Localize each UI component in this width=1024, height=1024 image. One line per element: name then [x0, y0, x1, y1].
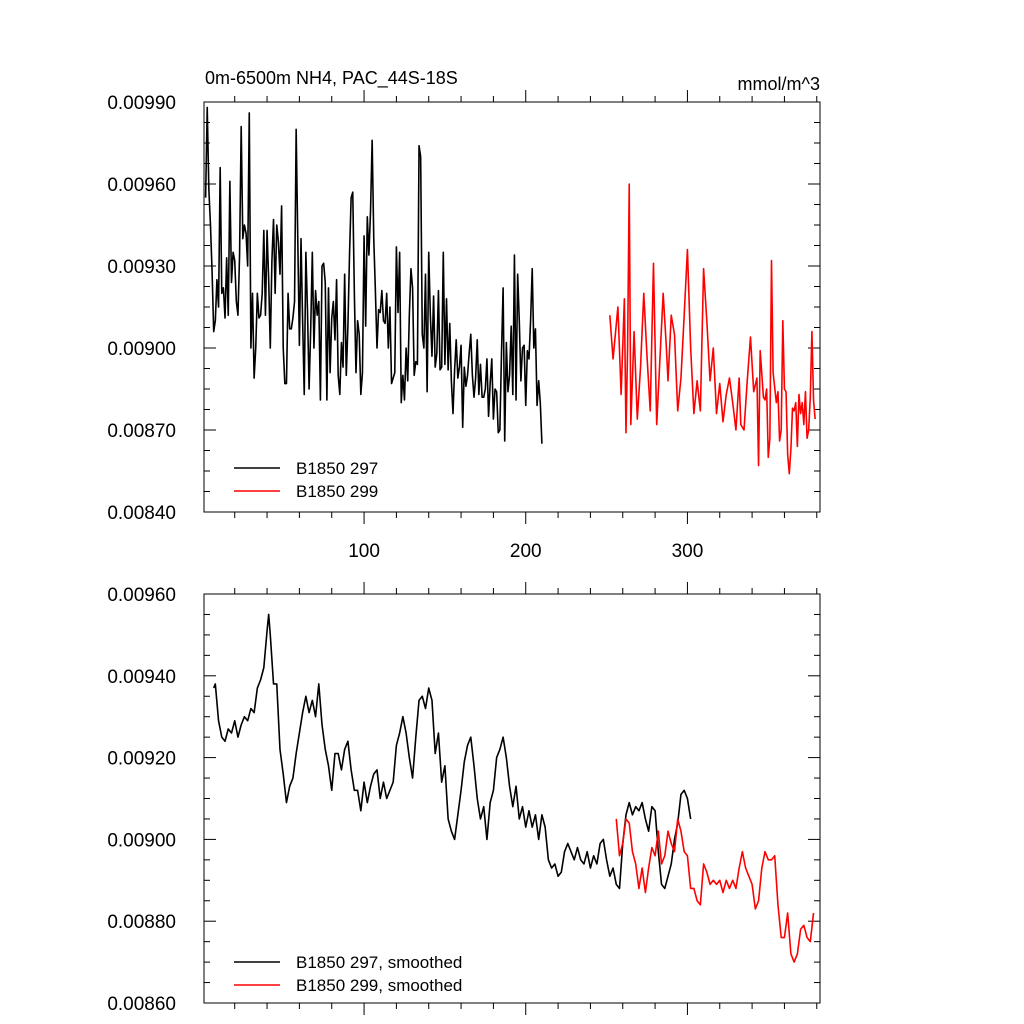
y-tick-label: 0.00930	[107, 257, 176, 278]
y-tick-label: 0.00940	[107, 667, 176, 688]
y-tick-label: 0.00840	[107, 503, 176, 524]
y-tick-label: 0.00860	[107, 994, 176, 1015]
y-tick-label: 0.00960	[107, 175, 176, 196]
smoothed-panel: 0.00860 0.00880 0.00900 0.00920 0.00940 0.009…	[107, 582, 821, 1015]
y-tick-label: 0.00920	[107, 749, 176, 770]
raw-panel: 0.00840 0.00870 0.00900 0.00930 0.00960 0.009…	[107, 90, 821, 562]
y-tick-label: 0.00870	[107, 421, 176, 442]
series-line-b1850-299-smoothed	[615, 818, 815, 963]
legend-label: B1850 297, smoothed	[296, 953, 462, 972]
units-label: mmol/m^3	[738, 74, 820, 94]
y-tick-label: 0.00900	[107, 830, 176, 851]
series-line-b1850-297	[204, 106, 543, 444]
x-tick-label: 100	[348, 541, 380, 562]
x-tick-label: 200	[510, 541, 542, 562]
chart-title: 0m-6500m NH4, PAC_44S-18S	[205, 68, 458, 89]
series-line-b1850-297-smoothed	[212, 613, 692, 890]
legend-label: B1850 299, smoothed	[296, 976, 462, 995]
y-tick-label: 0.00990	[107, 93, 176, 114]
series-line-b1850-299	[609, 183, 816, 475]
y-tick-label: 0.00880	[107, 912, 176, 933]
y-tick-label: 0.00900	[107, 339, 176, 360]
y-tick-label: 0.00960	[107, 585, 176, 606]
legend-label: B1850 299	[296, 482, 378, 501]
legend-label: B1850 297	[296, 459, 378, 478]
x-tick-label: 300	[672, 541, 704, 562]
